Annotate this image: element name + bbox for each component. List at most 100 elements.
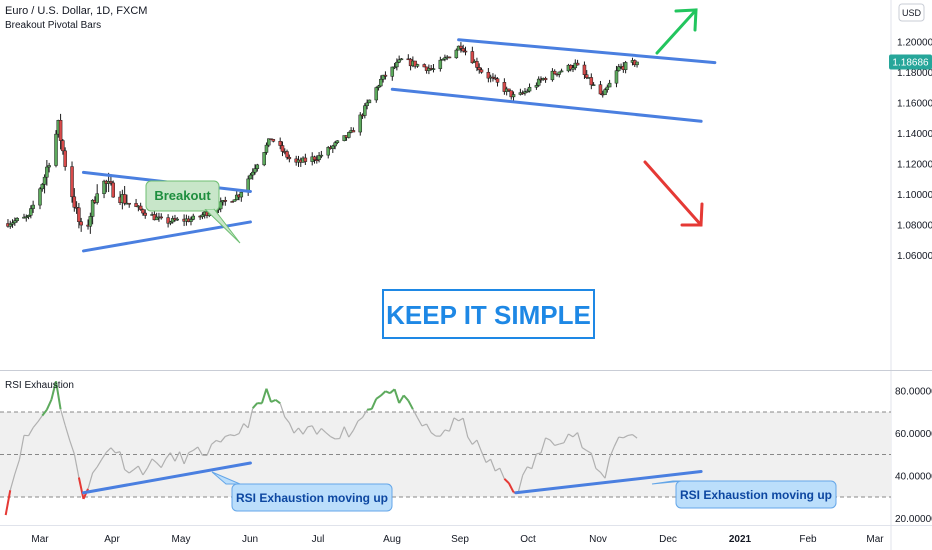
rsi-segment [279, 403, 286, 418]
rsi-segment [37, 415, 43, 423]
rsi-segment [370, 398, 378, 410]
currency-button[interactable]: USD [898, 3, 925, 22]
symbol-title[interactable]: Euro / U.S. Dollar, 1D, FXCM [5, 5, 148, 17]
candle-body [493, 77, 497, 80]
candle-body [454, 49, 459, 59]
rsi-segment [623, 434, 629, 439]
rsi-segment [439, 429, 446, 437]
time-tick-label: Feb [799, 534, 817, 545]
rsi-segment [101, 452, 107, 460]
rsi-segment [343, 426, 350, 438]
breakout-label: Breakout [154, 188, 211, 203]
rsi-segment [14, 459, 20, 475]
rsi-segment [60, 409, 66, 426]
candle-body [351, 130, 356, 133]
candle-body [45, 166, 49, 178]
rsi-segment [362, 409, 368, 418]
rsi-segment [494, 467, 501, 472]
time-tick-label: Mar [31, 534, 49, 545]
time-tick-label: Mar [866, 534, 884, 545]
candle-body [543, 78, 548, 81]
candle-body [175, 218, 180, 221]
rsi-segment [609, 446, 615, 458]
candle-body [168, 221, 173, 224]
indicator-title[interactable]: Breakout Pivotal Bars [5, 20, 102, 31]
rsi-segment [69, 440, 75, 455]
rsi-segment [366, 408, 372, 411]
trendline-channel-top [457, 38, 717, 65]
candle-body [159, 216, 163, 219]
rsi-segment [265, 388, 272, 403]
rsi-segment [458, 417, 464, 422]
candle-body [461, 48, 465, 52]
candle-body [589, 77, 594, 86]
time-tick-label: Dec [659, 534, 677, 545]
rsi-segment [430, 432, 437, 437]
rsi-segment [352, 420, 359, 431]
rsi-segment [522, 466, 528, 476]
candle-body [271, 139, 276, 142]
candle-body [523, 91, 527, 94]
candle-body [191, 215, 196, 220]
rsi-segment [18, 435, 25, 460]
rsi-segment [517, 475, 524, 494]
candle-body [312, 156, 317, 161]
rsi-segment [92, 466, 98, 474]
rsi-tick-label: 60.00000 [895, 429, 932, 440]
rsi-segment [407, 400, 414, 410]
candle-body [376, 85, 381, 88]
rsi-segment [508, 482, 515, 493]
rsi-segment [165, 452, 171, 460]
rsi-callout-2: RSI Exhaustion moving up [651, 480, 837, 509]
rsi-segment [467, 436, 473, 445]
candle-body [200, 214, 205, 217]
candle-body [470, 51, 475, 64]
candle-body [431, 68, 436, 70]
rsi-segment [559, 442, 565, 445]
candle-body [374, 87, 379, 101]
candle-body [154, 216, 159, 221]
candle-body [383, 74, 388, 77]
rsi-segment [73, 453, 80, 478]
price-tick-label: 1.06000 [897, 251, 932, 262]
rsi-segment [124, 469, 130, 474]
trendline-rsi-support-2 [514, 470, 703, 495]
rsi-segment [595, 467, 601, 473]
candle-body [335, 140, 340, 143]
rsi-segment [448, 417, 455, 432]
price-axis: 1.20000 1.18000 1.16000 1.14000 1.12000 1.100… [897, 38, 932, 263]
time-tick-label: May [172, 534, 191, 545]
rsi-segment [490, 459, 496, 472]
rsi-segment [476, 439, 483, 452]
time-tick-label: Apr [104, 534, 120, 545]
rsi-segment [188, 449, 194, 454]
candle-body [390, 66, 395, 77]
rsi-segment [412, 408, 418, 418]
candle-body [134, 203, 138, 207]
rsi-segment [137, 465, 144, 476]
candle-body [287, 157, 292, 160]
candle-body [232, 199, 237, 202]
rsi-segment [618, 436, 624, 439]
rsi-segment [480, 451, 487, 463]
rsi-segment [9, 473, 16, 491]
candle-body [315, 159, 319, 162]
rsi-pane-title[interactable]: RSI Exhaustion [5, 380, 74, 391]
rsi-segment [220, 436, 226, 443]
rsi-segment [247, 408, 254, 428]
candle-body [440, 58, 445, 61]
rsi-segment [426, 423, 432, 433]
rsi-segment [110, 447, 116, 454]
candle-body [127, 202, 131, 205]
rsi-segment [87, 472, 94, 489]
rsi-segment [160, 458, 167, 468]
candle-body [95, 193, 99, 203]
rsi-segment [549, 439, 556, 446]
candle-body [267, 138, 271, 146]
rsi-segment [238, 423, 245, 434]
candle-body [459, 45, 463, 49]
rsi-segment [293, 427, 299, 434]
candle-body [395, 61, 399, 68]
candle-body [605, 86, 610, 90]
candle-body [342, 135, 346, 141]
